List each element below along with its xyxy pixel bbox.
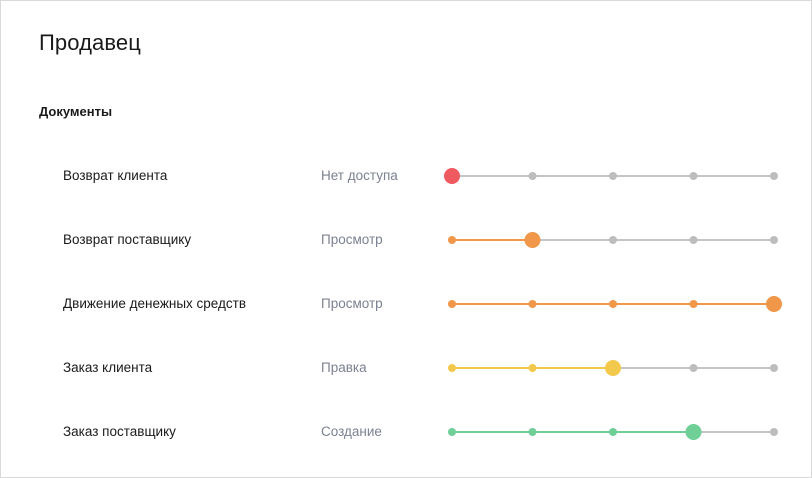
slider-stop[interactable] bbox=[689, 364, 698, 372]
permission-name: Заказ клиента bbox=[63, 360, 153, 375]
slider-stop[interactable] bbox=[528, 364, 537, 372]
slider-graphic bbox=[448, 296, 782, 312]
permission-row-supplier-order: Заказ поставщику Создание bbox=[1, 417, 811, 447]
permission-level-slider[interactable] bbox=[441, 225, 791, 255]
permission-level-slider[interactable] bbox=[441, 353, 791, 383]
slider-stop[interactable] bbox=[770, 172, 778, 180]
permission-level-label: Правка bbox=[321, 360, 367, 375]
permission-name: Возврат поставщику bbox=[63, 232, 192, 247]
permission-level-slider[interactable] bbox=[441, 289, 791, 319]
slider-graphic bbox=[444, 168, 778, 184]
page-title: Продавец bbox=[39, 30, 141, 55]
slider-stop[interactable] bbox=[448, 428, 456, 436]
slider-handle[interactable] bbox=[766, 296, 782, 312]
slider-stop[interactable] bbox=[528, 428, 537, 436]
permission-row-customer-return: Возврат клиента Нет доступа bbox=[1, 161, 811, 191]
permission-row-customer-order: Заказ клиента Правка bbox=[1, 353, 811, 383]
slider-handle[interactable] bbox=[444, 168, 460, 184]
permission-level-label: Создание bbox=[321, 424, 382, 439]
slider-graphic bbox=[448, 232, 778, 248]
permission-level-label: Нет доступа bbox=[321, 168, 398, 183]
permission-level-label: Просмотр bbox=[321, 296, 383, 311]
permission-level-slider[interactable] bbox=[441, 417, 791, 447]
permission-name: Движение денежных средств bbox=[63, 296, 246, 311]
slider-stop[interactable] bbox=[609, 172, 617, 180]
permission-name: Возврат клиента bbox=[63, 168, 168, 183]
slider-stop[interactable] bbox=[609, 428, 617, 436]
slider-stop[interactable] bbox=[689, 236, 698, 244]
slider-graphic bbox=[448, 424, 778, 440]
slider-stop[interactable] bbox=[689, 172, 698, 180]
permission-row-cash-flow: Движение денежных средств Просмотр bbox=[1, 289, 811, 319]
permission-level-label: Просмотр bbox=[321, 232, 383, 247]
slider-stop[interactable] bbox=[770, 236, 778, 244]
slider-stop[interactable] bbox=[448, 300, 456, 308]
slider-stop[interactable] bbox=[448, 236, 456, 244]
slider-handle[interactable] bbox=[524, 232, 541, 248]
slider-handle[interactable] bbox=[605, 360, 621, 376]
permission-name: Заказ поставщику bbox=[63, 424, 176, 439]
slider-stop[interactable] bbox=[609, 236, 617, 244]
section-title-documents: Документы bbox=[39, 104, 113, 119]
permission-row-supplier-return: Возврат поставщику Просмотр bbox=[1, 225, 811, 255]
permission-level-slider[interactable] bbox=[441, 161, 791, 191]
slider-graphic bbox=[448, 360, 778, 376]
slider-stop[interactable] bbox=[689, 300, 698, 308]
slider-stop[interactable] bbox=[609, 300, 617, 308]
slider-stop[interactable] bbox=[528, 300, 537, 308]
slider-handle[interactable] bbox=[685, 424, 702, 440]
slider-stop[interactable] bbox=[770, 364, 778, 372]
slider-stop[interactable] bbox=[528, 172, 537, 180]
slider-stop[interactable] bbox=[448, 364, 456, 372]
slider-stop[interactable] bbox=[770, 428, 778, 436]
